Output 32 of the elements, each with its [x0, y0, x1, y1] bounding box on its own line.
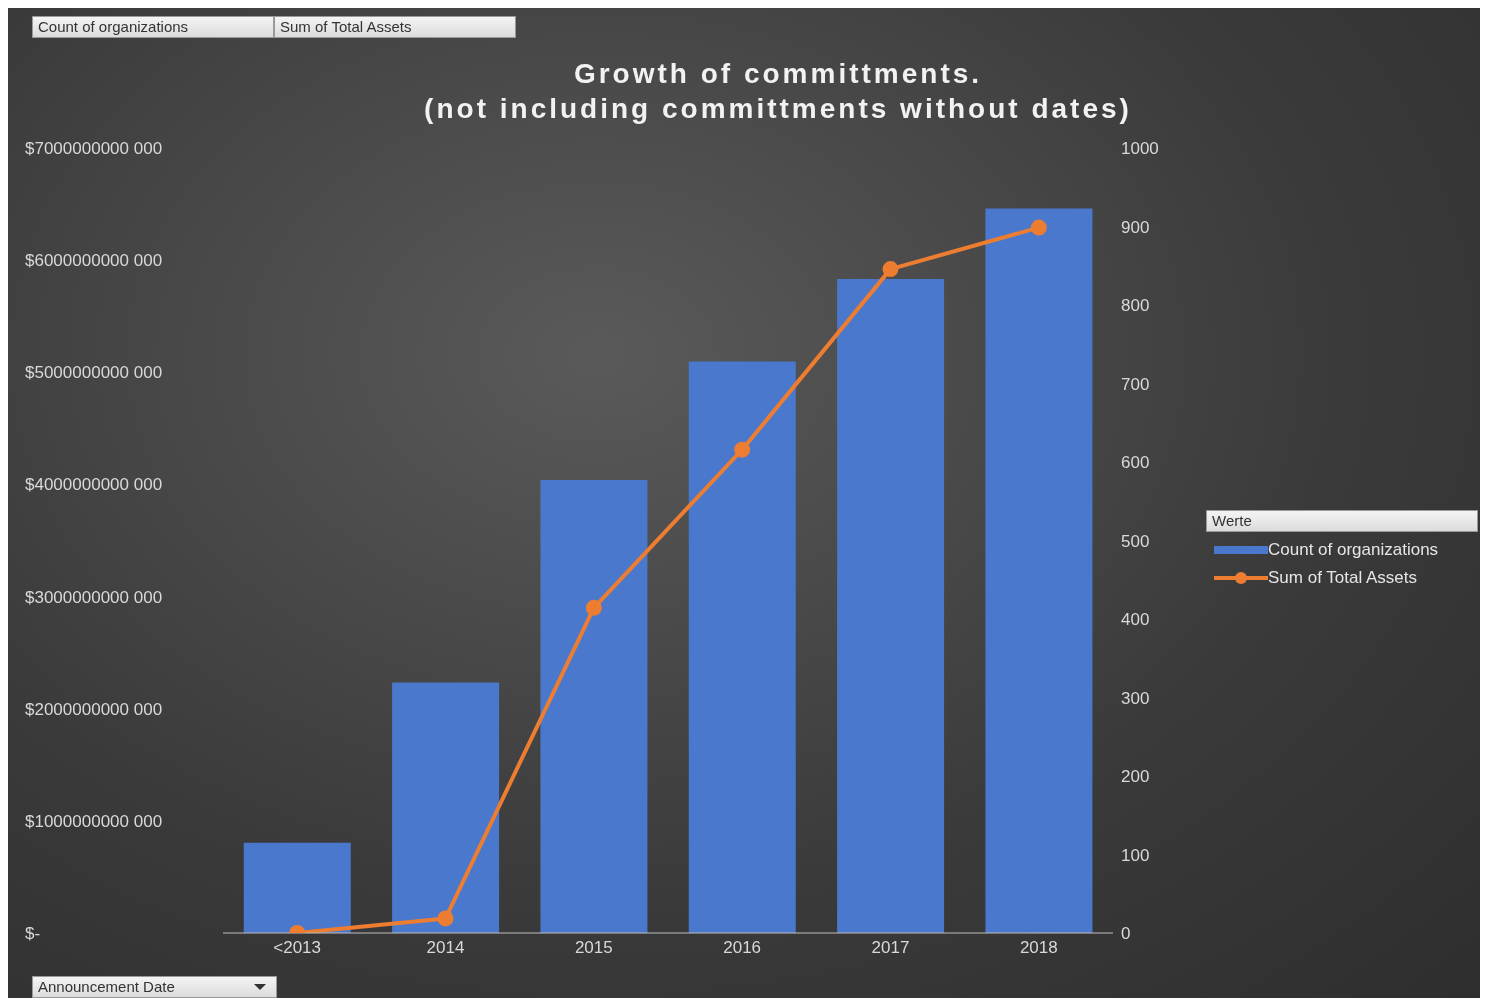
legend-label: Count of organizations [1268, 540, 1439, 560]
y2-tick-label: 800 [1121, 296, 1150, 316]
field-button: Announcement Date [32, 976, 277, 998]
x-tick-label: <2013 [273, 938, 322, 958]
legend-title: Werte [1206, 510, 1478, 532]
y2-tick-label: 600 [1121, 453, 1150, 473]
x-tick-label: 2015 [574, 938, 613, 958]
y2-tick-label: 300 [1121, 688, 1150, 708]
y-tick-label: $1000000000 000 [25, 811, 163, 831]
y2-tick-label: 200 [1121, 767, 1150, 787]
chart-title: Growth of committments. (not including committments without dates) [423, 57, 1133, 126]
x-tick-label: 2014 [426, 938, 465, 958]
y-tick-label: $7000000000 000 [25, 139, 163, 159]
y-tick-label: $4000000000 000 [25, 475, 163, 495]
y-tick-label: $- [25, 924, 41, 944]
y2-tick-label: 700 [1121, 374, 1150, 394]
y2-tick-label: 400 [1121, 610, 1150, 630]
y2-tick-label: 900 [1121, 217, 1150, 237]
y-tick-label: $2000000000 000 [25, 699, 163, 719]
x-tick-label: 2017 [871, 938, 910, 958]
field-button: Sum of Total Assets [274, 16, 516, 38]
legend-label: Sum of Total Assets [1268, 568, 1417, 588]
y2-tick-label: 500 [1121, 531, 1150, 551]
y-tick-label: $6000000000 000 [25, 251, 163, 271]
y-tick-label: $5000000000 000 [25, 363, 163, 383]
y2-tick-label: 100 [1121, 845, 1150, 865]
y2-tick-label: 0 [1121, 924, 1131, 944]
field-button: Count of organizations [32, 16, 274, 38]
x-tick-label: 2018 [1019, 938, 1058, 958]
y2-tick-label: 1000 [1121, 139, 1159, 159]
x-tick-label: 2016 [723, 938, 762, 958]
y-tick-label: $3000000000 000 [25, 587, 163, 607]
